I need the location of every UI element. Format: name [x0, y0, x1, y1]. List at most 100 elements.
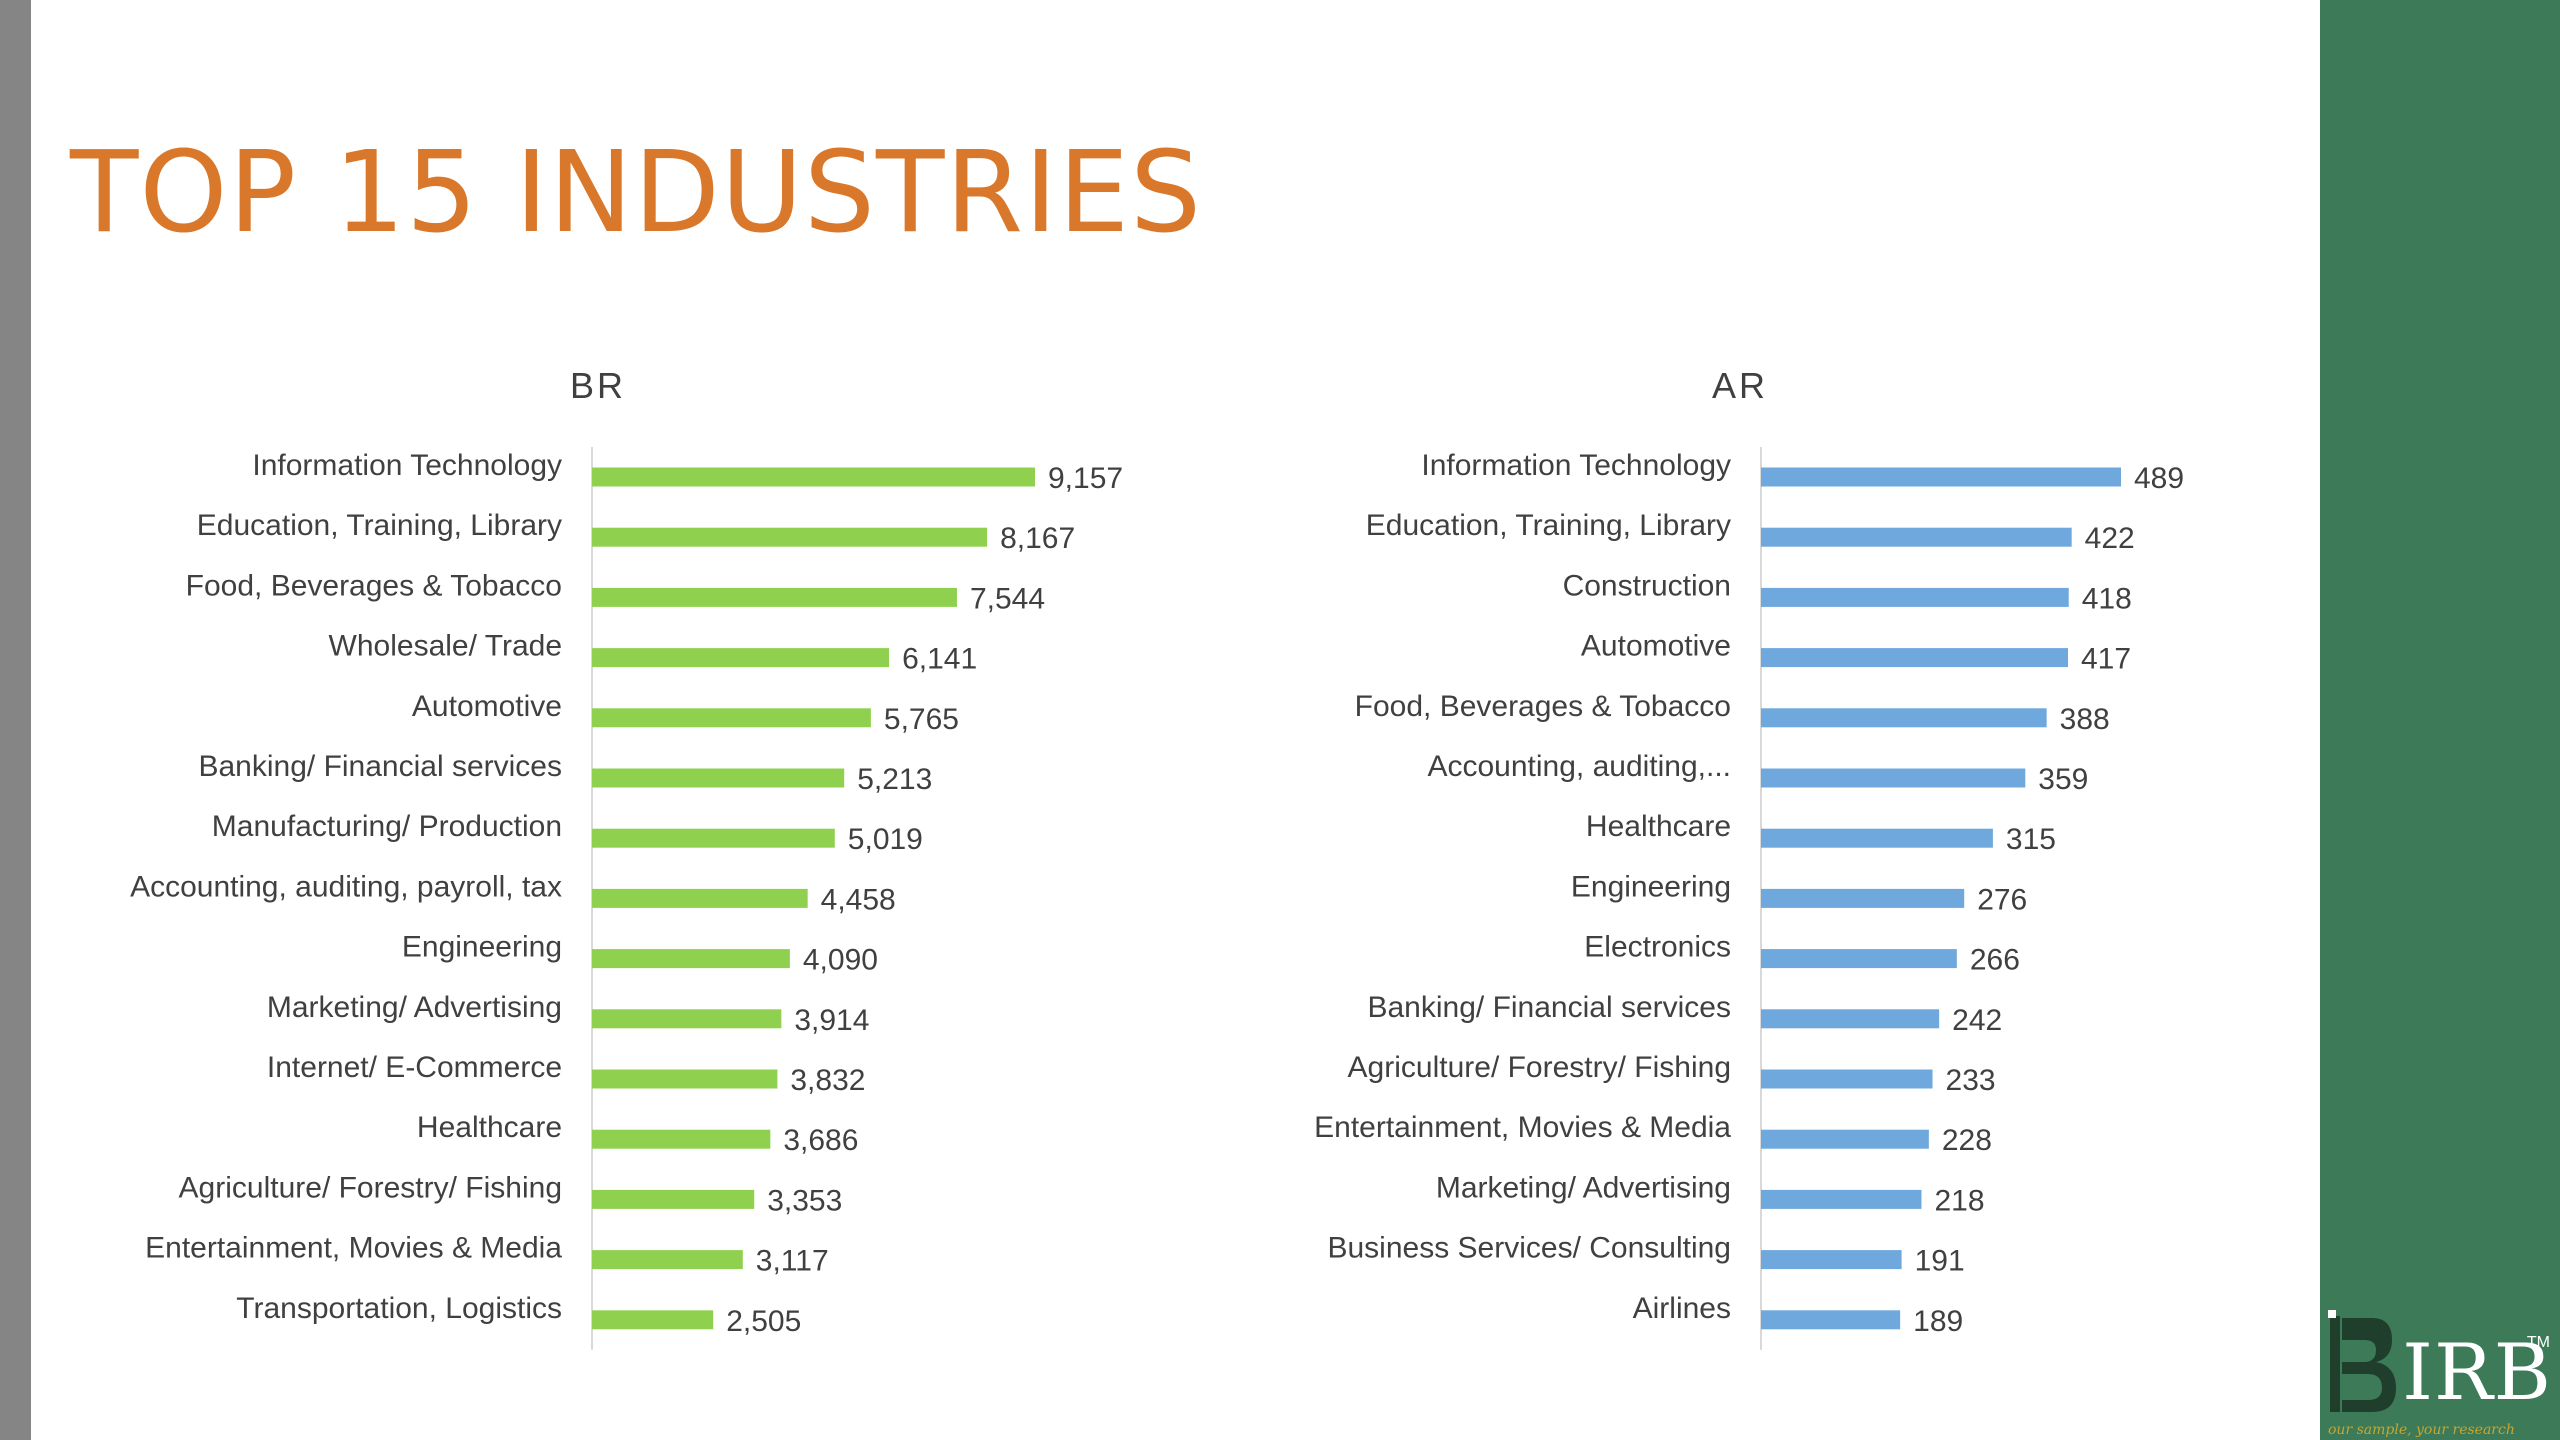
bar: [1761, 527, 2072, 547]
value-label: 189: [1913, 1305, 1963, 1338]
value-label: 359: [2038, 763, 2088, 796]
category-label: Banking/ Financial services: [198, 750, 562, 783]
bar: [592, 1129, 771, 1149]
category-label: Internet/ E-Commerce: [267, 1051, 562, 1084]
category-label: Marketing/ Advertising: [267, 991, 562, 1024]
charts-canvas: BR Information Technology 9,157 Education, …: [130, 365, 2184, 1350]
bar: [1761, 708, 2047, 728]
category-label: Education, Training, Library: [1366, 509, 1731, 542]
bar: [592, 768, 845, 788]
category-label: Construction: [1563, 569, 1731, 602]
bar-chart-ar: AR Information Technology 489 Education, Tr…: [1314, 365, 2184, 1350]
bar: [1761, 828, 1993, 848]
category-label: Airlines: [1633, 1292, 1731, 1325]
bar: [592, 888, 808, 908]
category-label: Food, Beverages & Tobacco: [186, 569, 562, 602]
value-label: 3,117: [756, 1245, 829, 1278]
category-label: Information Technology: [252, 449, 562, 482]
value-label: 7,544: [970, 582, 1045, 615]
category-label: Entertainment, Movies & Media: [1314, 1111, 1731, 1144]
category-label: Healthcare: [1586, 810, 1731, 843]
category-label: Banking/ Financial services: [1367, 991, 1731, 1024]
side-panel: [2320, 0, 2560, 1440]
value-label: 422: [2085, 522, 2135, 555]
chart-title: BR: [570, 365, 626, 406]
bar: [592, 648, 890, 668]
left-edge-bar: [0, 0, 31, 1440]
bar: [592, 1310, 714, 1330]
irb-logo-mark-icon: [2328, 1310, 2396, 1412]
bar: [1761, 587, 2069, 607]
category-label: Automotive: [1581, 630, 1731, 663]
value-label: 4,090: [803, 944, 878, 977]
category-label: Accounting, auditing, payroll, tax: [130, 870, 562, 903]
value-label: 489: [2134, 462, 2184, 495]
category-label: Transportation, Logistics: [236, 1292, 562, 1325]
bar: [592, 527, 988, 547]
category-label: Agriculture/ Forestry/ Fishing: [1348, 1051, 1731, 1084]
value-label: 9,157: [1048, 462, 1123, 495]
category-label: Information Technology: [1421, 449, 1731, 482]
category-label: Marketing/ Advertising: [1436, 1171, 1731, 1204]
bar: [1761, 768, 2026, 788]
category-label: Education, Training, Library: [197, 509, 562, 542]
logo-text: IRB: [2402, 1328, 2552, 1418]
bar: [1761, 1310, 1901, 1330]
value-label: 5,765: [884, 703, 959, 736]
bar: [1761, 467, 2121, 487]
category-label: Business Services/ Consulting: [1327, 1232, 1731, 1265]
bar: [592, 1009, 782, 1029]
category-label: Manufacturing/ Production: [212, 810, 562, 843]
category-label: Engineering: [1571, 870, 1731, 903]
value-label: 6,141: [902, 643, 977, 676]
bar: [592, 1189, 755, 1209]
logo-tagline: our sample, your research: [2328, 1422, 2515, 1438]
category-label: Food, Beverages & Tobacco: [1355, 690, 1731, 723]
value-label: 315: [2006, 823, 2056, 856]
bar: [592, 587, 957, 607]
bar: [592, 1250, 743, 1270]
bar: [1761, 949, 1957, 969]
value-label: 4,458: [821, 883, 896, 916]
bar: [592, 828, 835, 848]
value-label: 388: [2060, 703, 2110, 736]
bar: [1761, 1069, 1933, 1089]
page-title: TOP 15 INDUSTRIES: [70, 128, 1203, 258]
value-label: 5,019: [848, 823, 923, 856]
bar-chart-br: BR Information Technology 9,157 Education, …: [130, 365, 1123, 1350]
value-label: 5,213: [857, 763, 932, 796]
bar: [592, 949, 790, 969]
bar: [1761, 1250, 1902, 1270]
bar: [1761, 1009, 1940, 1029]
bar: [1761, 888, 1965, 908]
value-label: 233: [1946, 1064, 1996, 1097]
bar: [1761, 1189, 1922, 1209]
irb-logo: TM IRB our sample, your research: [2320, 1300, 2560, 1440]
bar: [592, 708, 871, 728]
category-label: Automotive: [412, 690, 562, 723]
value-label: 266: [1970, 944, 2020, 977]
value-label: 417: [2081, 643, 2131, 676]
bar: [1761, 1129, 1929, 1149]
value-label: 418: [2082, 582, 2132, 615]
category-label: Engineering: [402, 931, 562, 964]
category-label: Electronics: [1584, 931, 1731, 964]
category-label: Healthcare: [417, 1111, 562, 1144]
category-label: Agriculture/ Forestry/ Fishing: [179, 1171, 562, 1204]
value-label: 3,686: [783, 1124, 858, 1157]
value-label: 218: [1934, 1184, 1984, 1217]
bar: [1761, 648, 2068, 668]
category-label: Entertainment, Movies & Media: [145, 1232, 562, 1265]
value-label: 191: [1915, 1245, 1965, 1278]
logo-trademark: TM: [2526, 1334, 2550, 1351]
value-label: 276: [1977, 883, 2027, 916]
chart-title: AR: [1712, 365, 1768, 406]
value-label: 3,353: [767, 1184, 842, 1217]
value-label: 242: [1952, 1004, 2002, 1037]
value-label: 3,914: [794, 1004, 869, 1037]
value-label: 2,505: [726, 1305, 801, 1338]
value-label: 3,832: [790, 1064, 865, 1097]
bar: [592, 1069, 778, 1089]
value-label: 8,167: [1000, 522, 1075, 555]
bar: [592, 467, 1035, 487]
